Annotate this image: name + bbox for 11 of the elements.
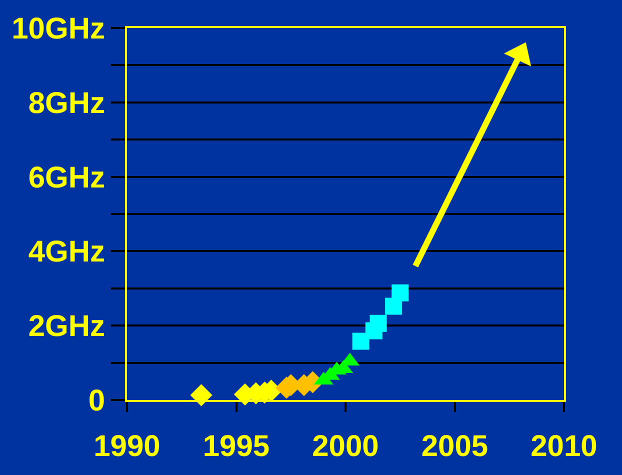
x-tick-label: 1990 bbox=[94, 430, 160, 463]
x-tick-label: 2005 bbox=[421, 430, 488, 463]
y-tick-label: 6GHz bbox=[28, 161, 105, 194]
y-tick-label: 8GHz bbox=[28, 86, 105, 120]
x-tick-label: 2010 bbox=[530, 430, 598, 463]
y-tick-label: 2GHz bbox=[28, 310, 105, 344]
x-tick-label: 1995 bbox=[202, 430, 270, 463]
y-tick-label: 0 bbox=[88, 384, 105, 418]
y-tick-label: 10GHz bbox=[12, 12, 105, 46]
x-tick-label: 2000 bbox=[312, 430, 379, 463]
y-tick-label: 4GHz bbox=[28, 236, 105, 269]
